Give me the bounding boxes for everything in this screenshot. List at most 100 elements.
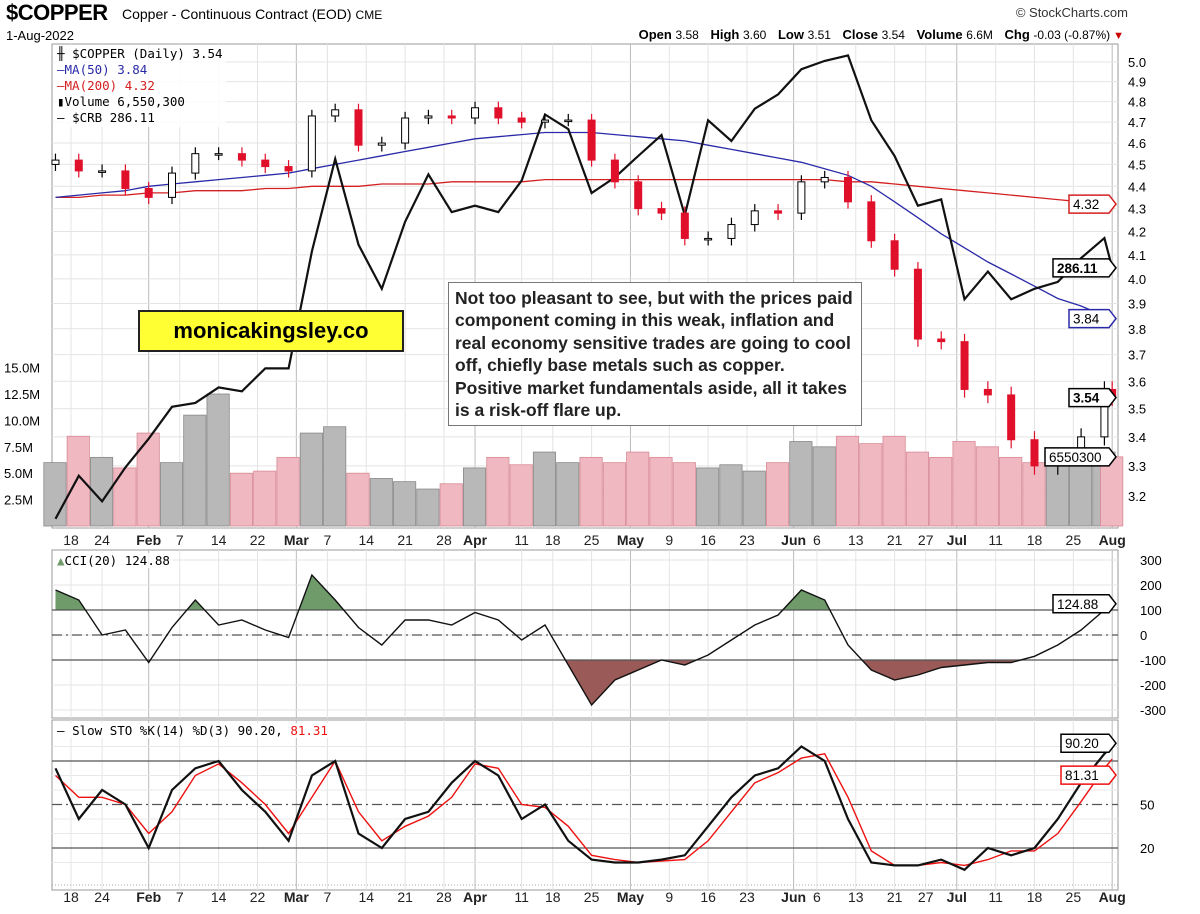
volume-bar — [929, 456, 953, 527]
close-value: 3.54 — [881, 28, 905, 42]
candle-body — [727, 224, 736, 239]
volume-bar — [882, 435, 906, 527]
cci-tick-label: 100 — [1140, 603, 1162, 618]
ma50-tag-box — [1068, 308, 1117, 329]
x-tick-label: Jun — [781, 889, 806, 905]
x-tick-label: 11 — [514, 532, 529, 548]
high-value: 3.60 — [742, 28, 767, 42]
down-triangle-icon: ▼ — [1113, 30, 1124, 42]
volume-bar — [486, 456, 510, 527]
candle-body — [51, 159, 60, 165]
x-tick-label: 28 — [436, 532, 452, 548]
price-tick-label: 3.6 — [1128, 374, 1146, 389]
open-label: Open — [638, 27, 672, 42]
cci-tick-label: 200 — [1140, 578, 1162, 593]
ma200-tag-box — [1068, 194, 1117, 214]
volume-bar — [812, 446, 836, 527]
legend-volume: ▮Volume 6,550,300 — [57, 94, 223, 110]
x-tick-label: 21 — [397, 532, 413, 548]
legend-volume-text: Volume 6,550,300 — [64, 94, 185, 109]
cci-tick-label: -200 — [1140, 678, 1166, 693]
x-tick-label: 27 — [918, 889, 934, 905]
x-tick-label: 25 — [1066, 889, 1082, 905]
x-tick-label: 14 — [358, 889, 374, 905]
price-legend: ╫ $COPPER (Daily) 3.54 —MA(50) 3.84 —MA(… — [54, 45, 226, 127]
volume-bar — [299, 432, 323, 527]
volume-bar — [113, 467, 137, 527]
legend-crb: — $CRB 286.11 — [57, 110, 155, 125]
candle-body — [680, 212, 689, 239]
close-tag-box — [1068, 387, 1117, 408]
x-tick-label: 11 — [988, 889, 1003, 905]
candle-body — [237, 153, 246, 161]
volume-bar — [626, 451, 650, 527]
price-tick-label: 3.3 — [1128, 459, 1146, 474]
candle-body — [354, 109, 363, 146]
cci-tick-label: 300 — [1140, 553, 1162, 568]
volume-bar — [905, 451, 929, 527]
open-value: 3.58 — [675, 28, 699, 42]
x-tick-label: 22 — [250, 889, 266, 905]
candle-body — [937, 338, 946, 343]
volume-bar — [742, 470, 766, 527]
x-tick-label: Apr — [463, 889, 488, 905]
candle-body — [74, 159, 83, 172]
crb-tag-text: 286.11 — [1057, 261, 1098, 276]
x-tick-label: 13 — [848, 889, 864, 905]
price-tick-label: 3.8 — [1128, 322, 1146, 337]
volume-bar — [975, 446, 999, 527]
symbol-title: $COPPER — [6, 0, 108, 25]
volume-tag-text: 6550300 — [1049, 450, 1102, 465]
sto-legend: — Slow STO %K(14) %D(3) 90.20, 81.31 — [54, 723, 331, 738]
volume-bar — [696, 467, 720, 527]
x-tick-label: 18 — [1027, 532, 1043, 548]
volume-bar — [672, 462, 696, 527]
x-tick-label: 21 — [887, 889, 903, 905]
price-tick-label: 4.8 — [1128, 95, 1146, 110]
instrument-description: Copper - Continuous Contract (EOD) — [122, 6, 352, 22]
candle-body — [447, 115, 456, 119]
x-tick-label: 21 — [887, 532, 903, 548]
x-tick-label: 7 — [324, 889, 332, 905]
annotation-note: Not too pleasant to see, but with the pr… — [448, 282, 862, 427]
x-tick-label: 21 — [397, 889, 413, 905]
quote-stats: Open 3.58 High 3.60 Low 3.51 Close 3.54 … — [631, 27, 1124, 44]
volume-label: Volume — [916, 27, 963, 42]
legend-ma50: —MA(50) 3.84 — [57, 62, 148, 77]
x-tick-label: 18 — [1027, 889, 1043, 905]
x-tick-label: Mar — [284, 889, 309, 905]
candle-body — [214, 153, 223, 156]
cci-tag: 124.88 — [1052, 594, 1117, 614]
volume-value: 6.6M — [966, 28, 993, 42]
volume-tick-label: 5.0M — [4, 466, 33, 481]
copyright[interactable]: © StockCharts.com — [1015, 5, 1128, 20]
volume-bar — [766, 462, 790, 527]
cci-tag-text: 124.88 — [1057, 597, 1098, 612]
volume-bar — [532, 451, 557, 527]
x-tick-label: 25 — [584, 889, 600, 905]
cci-area-icon: ▲ — [57, 553, 65, 568]
volume-tag: 6550300 — [1044, 447, 1117, 467]
volume-tick-label: 15.0M — [4, 361, 40, 376]
candle-body — [191, 153, 200, 174]
x-tick-label: Jul — [947, 532, 967, 548]
candle-body — [471, 107, 480, 119]
x-tick-label: Aug — [1099, 889, 1126, 905]
volume-bar — [323, 426, 347, 527]
volume-bar — [229, 472, 253, 527]
volume-bar — [649, 456, 673, 527]
x-tick-label: 6 — [813, 889, 821, 905]
x-tick-label: 7 — [176, 532, 184, 548]
exchange-label: CME — [355, 8, 383, 22]
close-tag: 3.54 — [1068, 387, 1117, 408]
candle-body — [750, 210, 759, 226]
volume-tick-label: 10.0M — [4, 413, 40, 428]
x-tick-label: Apr — [463, 532, 488, 548]
candle-body — [657, 208, 666, 214]
x-tick-label: 22 — [250, 532, 266, 548]
legend-ma50-text: MA(50) 3.84 — [64, 62, 148, 77]
sto-k-tag: 90.20 — [1060, 733, 1117, 753]
candle-body — [540, 119, 549, 123]
price-tick-label: 4.7 — [1128, 115, 1146, 130]
